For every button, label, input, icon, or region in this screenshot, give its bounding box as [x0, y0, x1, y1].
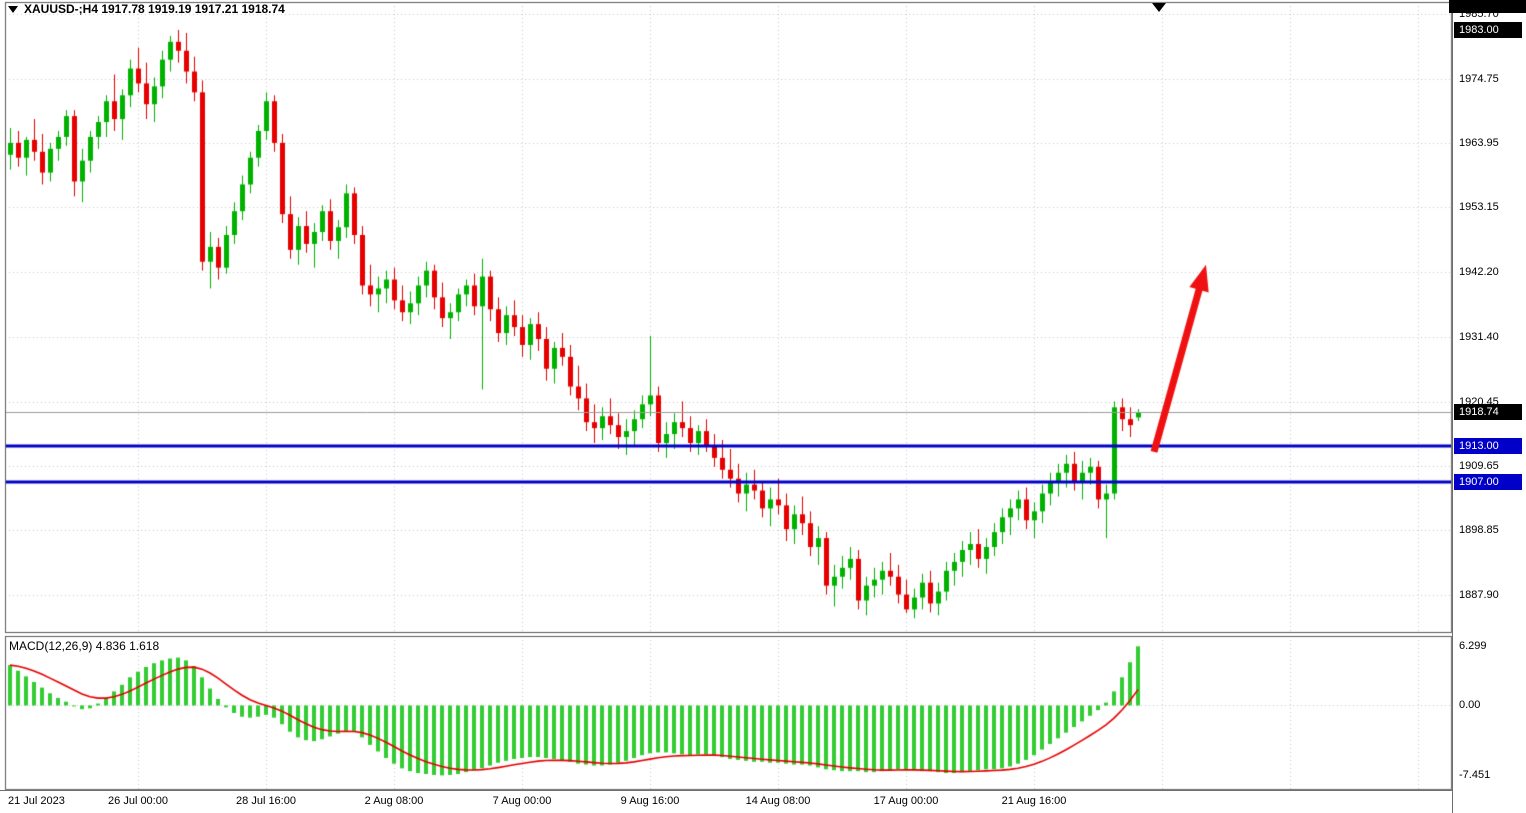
- symbol-header: XAUUSD-;H4 1917.78 1919.19 1917.21 1918.…: [8, 2, 285, 16]
- chart-shift-icon[interactable]: [1152, 3, 1166, 12]
- time-tick-label: 17 Aug 00:00: [873, 795, 939, 807]
- price-tick-label: 1898.85: [1459, 524, 1499, 537]
- macd-values: 4.836 1.618: [95, 639, 160, 653]
- price-label-box: 1983.00: [1454, 21, 1522, 38]
- symbol-dropdown-icon[interactable]: [8, 5, 18, 13]
- price-tick-label: 1909.65: [1459, 459, 1499, 472]
- time-tick-label: 14 Aug 08:00: [745, 795, 811, 807]
- price-tick-label: 1942.20: [1459, 266, 1499, 279]
- time-tick-label: 26 Jul 00:00: [108, 795, 168, 807]
- time-tick-label: 2 Aug 08:00: [364, 795, 424, 807]
- symbol-ohlc-text: XAUUSD-;H4 1917.78 1919.19 1917.21 1918.…: [24, 2, 285, 16]
- time-axis[interactable]: 21 Jul 2023 26 Jul 00:00 28 Jul 16:00 2 Aug…: [0, 790, 1452, 813]
- time-tick-label: 28 Jul 16:00: [236, 795, 296, 807]
- price-tick-label: 1974.75: [1459, 72, 1499, 85]
- macd-indicator-label: MACD(12,26,9) 4.836 1.618: [9, 639, 159, 653]
- corner-box: [1449, 0, 1526, 13]
- price-tick-label: 1887.90: [1459, 589, 1499, 602]
- price-tick-label: 1953.15: [1459, 201, 1499, 214]
- time-tick-label: 9 Aug 16:00: [620, 795, 680, 807]
- macd-tick-label: -7.451: [1459, 769, 1491, 782]
- price-axis[interactable]: 1985.70 1974.75 1963.95 1953.15 1942.20 1931.…: [1452, 0, 1526, 813]
- price-label-box: 1907.00: [1454, 473, 1522, 490]
- price-tick-label: 1963.95: [1459, 137, 1499, 150]
- price-label-box: 1913.00: [1454, 437, 1522, 454]
- price-tick-label: 1931.40: [1459, 330, 1499, 343]
- macd-tick-label: 0.00: [1459, 699, 1481, 712]
- price-label-box: 1918.74: [1454, 403, 1522, 420]
- macd-tick-label: 6.299: [1459, 640, 1487, 653]
- time-tick-label: 7 Aug 00:00: [492, 795, 552, 807]
- time-tick-label: 21 Jul 2023: [8, 795, 65, 807]
- macd-name: MACD(12,26,9): [9, 639, 93, 653]
- time-tick-label: 21 Aug 16:00: [1001, 795, 1067, 807]
